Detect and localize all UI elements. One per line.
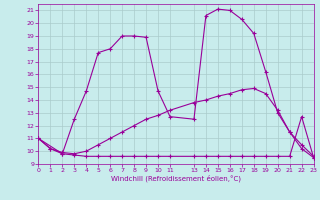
X-axis label: Windchill (Refroidissement éolien,°C): Windchill (Refroidissement éolien,°C) [111,175,241,182]
